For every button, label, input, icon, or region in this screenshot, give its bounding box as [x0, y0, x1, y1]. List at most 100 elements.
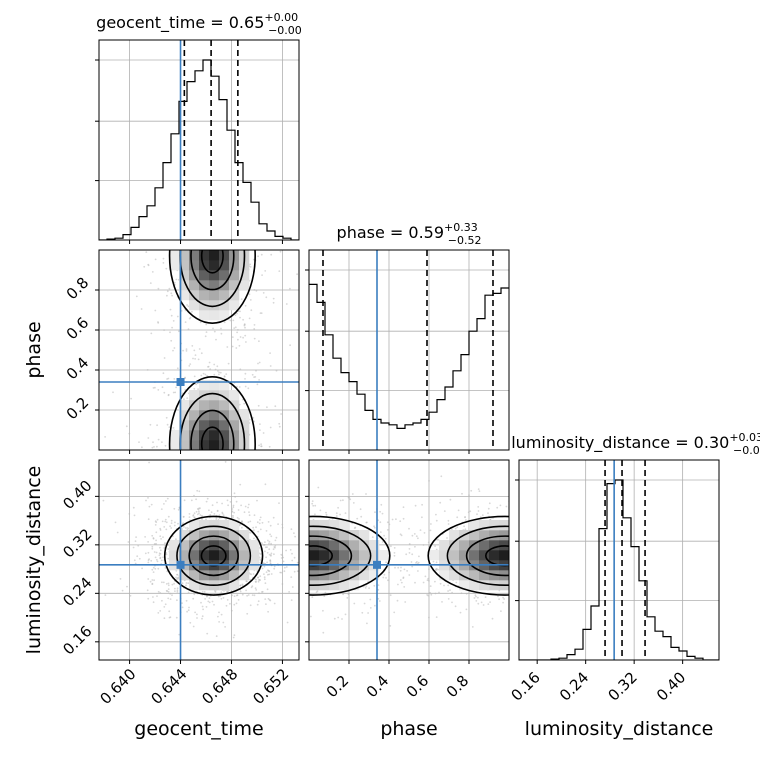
sample-point — [259, 423, 261, 425]
sample-point — [274, 519, 276, 521]
sample-point — [171, 326, 174, 329]
sample-point — [290, 535, 292, 537]
sample-point — [249, 520, 252, 523]
sample-point — [301, 543, 303, 545]
sample-point — [523, 565, 525, 567]
sample-point — [181, 606, 184, 609]
sample-point — [186, 477, 188, 479]
density-cell — [359, 570, 370, 581]
sample-point — [159, 546, 161, 549]
sample-point — [249, 573, 252, 575]
sample-point — [480, 601, 483, 604]
density-cell — [179, 540, 190, 551]
sample-point — [250, 245, 252, 247]
sample-point — [529, 531, 531, 533]
sample-point — [300, 564, 302, 566]
y-tick-label: 0.24 — [59, 574, 95, 610]
density-cell — [339, 520, 350, 531]
sample-point — [513, 558, 515, 560]
sample-point — [283, 482, 285, 484]
sample-point — [208, 229, 210, 231]
density-cell — [199, 380, 210, 391]
sample-point — [295, 520, 297, 522]
sample-point — [434, 545, 436, 547]
sample-point — [261, 274, 263, 276]
density-cell — [239, 280, 250, 291]
panel-title-luminosity_distance: luminosity_distance = 0.30+0.03−0.03 — [511, 431, 760, 457]
sample-point — [170, 339, 173, 342]
density-cell — [209, 290, 220, 301]
sample-point — [253, 190, 255, 192]
sample-point — [563, 552, 565, 554]
sample-point — [257, 185, 259, 187]
sample-point — [220, 474, 222, 476]
sample-point — [279, 538, 281, 540]
sample-point — [548, 536, 550, 538]
sample-point — [337, 616, 340, 619]
sample-point — [608, 545, 610, 547]
sample-point — [143, 265, 146, 268]
sample-point — [127, 541, 130, 543]
sample-point — [253, 289, 256, 291]
sample-point — [263, 573, 265, 575]
sample-point — [187, 591, 190, 594]
sample-point — [220, 455, 222, 457]
sample-point — [278, 547, 280, 549]
sample-point — [517, 531, 519, 533]
sample-point — [535, 584, 537, 586]
sample-point — [552, 509, 554, 511]
density-cell — [339, 580, 350, 591]
sample-point — [556, 583, 558, 585]
sample-point — [296, 570, 299, 573]
density-cell — [209, 310, 220, 321]
sample-point — [451, 591, 453, 594]
sample-point — [257, 502, 259, 504]
sample-point — [591, 534, 593, 536]
sample-point — [374, 604, 376, 607]
sample-point — [261, 591, 263, 593]
sample-point — [241, 453, 243, 455]
sample-point — [516, 595, 518, 597]
sample-point — [240, 218, 242, 220]
density-cell — [369, 570, 380, 581]
density-cell — [359, 530, 370, 541]
sample-point — [542, 554, 544, 556]
sample-point — [496, 506, 499, 509]
sample-point — [545, 555, 547, 557]
sample-point — [233, 595, 236, 597]
sample-point — [168, 287, 171, 290]
sample-point — [177, 516, 179, 518]
sample-point — [400, 534, 403, 537]
sample-point — [147, 518, 150, 521]
sample-point — [288, 599, 290, 601]
sample-point — [301, 531, 303, 533]
sample-point — [364, 587, 367, 589]
sample-point — [186, 494, 188, 496]
sample-point — [286, 552, 288, 554]
sample-point — [300, 600, 302, 602]
sample-point — [185, 451, 187, 453]
sample-point — [294, 612, 296, 614]
sample-point — [239, 316, 241, 319]
sample-point — [227, 243, 229, 245]
sample-point — [177, 577, 180, 580]
sample-point — [384, 537, 387, 540]
sample-point — [267, 610, 269, 613]
sample-point — [288, 591, 290, 593]
sample-point — [214, 196, 216, 198]
sample-point — [223, 473, 225, 475]
sample-point — [245, 192, 247, 194]
sample-point — [121, 589, 124, 592]
sample-point — [570, 537, 572, 539]
sample-point — [204, 335, 207, 338]
sample-point — [163, 606, 166, 608]
sample-point — [193, 498, 195, 500]
sample-point — [379, 510, 381, 513]
sample-point — [214, 368, 217, 371]
sample-point — [346, 597, 349, 599]
sample-point — [220, 470, 222, 472]
density-cell — [469, 550, 480, 561]
sample-point — [205, 507, 207, 509]
sample-point — [178, 505, 180, 507]
sample-point — [159, 556, 162, 559]
